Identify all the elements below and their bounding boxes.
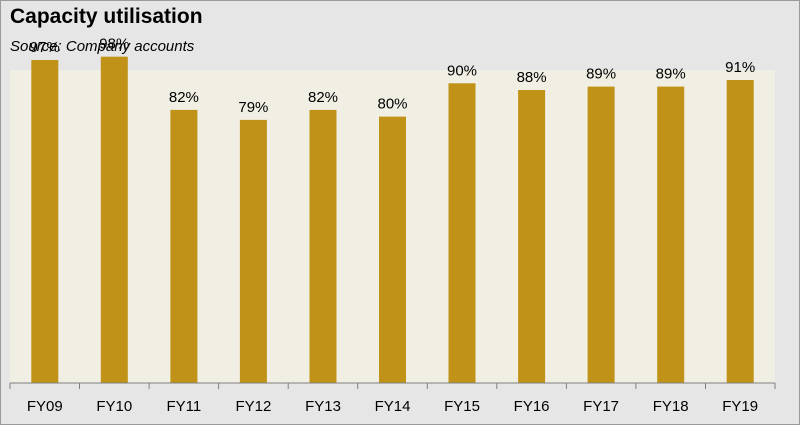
bar-fy14: [379, 116, 406, 383]
value-label-fy16: 88%: [517, 69, 547, 86]
x-tick-label-fy19: FY19: [722, 398, 758, 415]
value-label-fy10: 98%: [99, 36, 129, 53]
bar-fy16: [518, 90, 546, 383]
value-label-fy14: 80%: [377, 96, 407, 113]
bar-fy11: [170, 109, 198, 384]
value-label-fy19: 91%: [725, 59, 755, 76]
chart-title: Capacity utilisation: [10, 5, 203, 28]
x-tick-label-fy11: FY11: [167, 398, 202, 415]
x-tick-label-fy18: FY18: [653, 398, 689, 415]
bar-fy10: [100, 56, 128, 383]
x-tick-label-fy10: FY10: [96, 398, 132, 415]
x-tick-label-fy15: FY15: [444, 398, 480, 415]
value-label-fy17: 89%: [586, 66, 616, 83]
bar-fy19: [726, 80, 754, 383]
value-label-fy12: 79%: [238, 99, 268, 116]
bar-fy15: [448, 83, 476, 384]
bar-fy18: [657, 86, 685, 383]
value-label-fy11: 82%: [169, 89, 199, 106]
x-tick-label-fy14: FY14: [375, 398, 411, 415]
bar-fy09: [31, 60, 59, 383]
bars-group: [31, 56, 754, 384]
x-tick-label-fy13: FY13: [305, 398, 341, 415]
x-tick-label-fy09: FY09: [27, 398, 63, 415]
chart-subtitle: Source: Company accounts: [10, 38, 195, 55]
x-tick-label-fy12: FY12: [235, 398, 271, 415]
bar-fy12: [239, 119, 267, 384]
value-labels-group: 97% 98% 82% 79% 82% 80% 90% 88% 89% 89% 91%: [30, 36, 755, 116]
value-label-fy18: 89%: [656, 66, 686, 83]
x-tick-label-fy16: FY16: [514, 398, 550, 415]
x-tick-label-fy17: FY17: [583, 398, 619, 415]
x-labels-group: FY09 FY10 FY11 FY12 FY13 FY14 FY15 FY16 FY17 FY18…: [27, 398, 758, 415]
x-ticks-group: [9, 383, 776, 389]
bar-fy13: [309, 109, 337, 384]
bar-fy17: [587, 86, 615, 383]
value-label-fy13: 82%: [308, 89, 338, 106]
value-label-fy15: 90%: [447, 62, 477, 79]
value-label-fy09: 97%: [30, 39, 60, 56]
